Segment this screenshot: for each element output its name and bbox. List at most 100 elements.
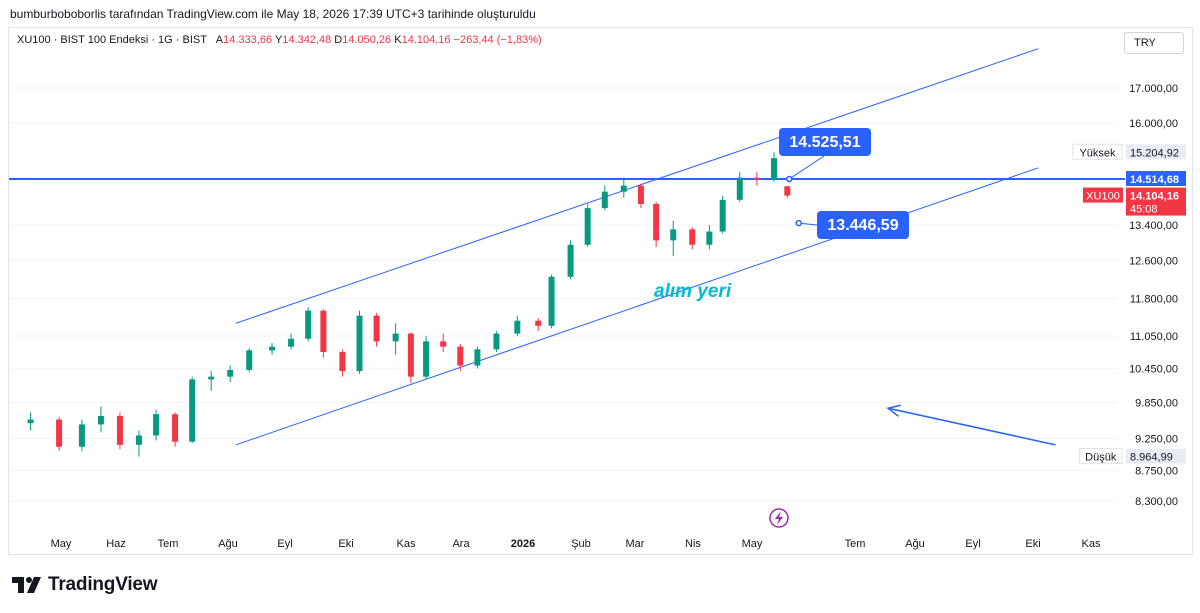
candle: [719, 195, 726, 234]
candle: [246, 348, 253, 373]
price-tag-label: XU100: [1086, 191, 1120, 203]
tradingview-logo[interactable]: TradingView: [12, 574, 158, 596]
candle-body: [493, 333, 500, 350]
candle-body: [407, 333, 414, 377]
candle-body: [637, 185, 644, 204]
candle-body: [153, 414, 160, 436]
arrow-shaft: [887, 407, 1056, 446]
x-tick-label: Haz: [106, 538, 126, 550]
candle-body: [227, 369, 234, 377]
x-tick-label: 2026: [511, 538, 535, 550]
arrow-head: [886, 404, 901, 417]
candle-body: [135, 435, 142, 445]
chart-frame[interactable]: [8, 27, 1193, 555]
candle-body: [440, 341, 447, 347]
price-tag: Düşük 8.964,99: [1079, 448, 1186, 465]
currency-button[interactable]: TRY: [1124, 32, 1184, 54]
candle: [78, 419, 85, 452]
tradingview-logo-icon: [12, 577, 41, 593]
y-tick-label: 9.850,00: [1135, 397, 1178, 409]
candle: [116, 412, 123, 450]
y-tick-label: 8.750,00: [1135, 466, 1178, 478]
x-tick-label: Nis: [685, 538, 701, 550]
candle: [27, 412, 34, 431]
candle-body: [535, 320, 542, 326]
candle-body: [784, 186, 791, 196]
candle-body: [320, 310, 327, 353]
candle-body: [305, 310, 312, 339]
candle: [637, 183, 644, 209]
x-tick-label: May: [742, 538, 763, 550]
candle-body: [356, 315, 363, 372]
candle-body: [189, 379, 196, 442]
candle: [689, 227, 696, 250]
y-tick-label: 8.300,00: [1135, 496, 1178, 508]
candle: [706, 225, 713, 250]
candle-body: [670, 229, 677, 241]
price-callouts: 14.525,51 13.446,59: [779, 128, 909, 239]
y-tick-label: 10.450,00: [1129, 363, 1178, 375]
candle: [373, 313, 380, 347]
price-tag-value: 15.204,92: [1130, 147, 1179, 159]
candle: [670, 220, 677, 256]
legend-high-label: Y: [274, 34, 283, 46]
candle-body: [771, 158, 778, 180]
candle: [172, 412, 179, 447]
price-tag-value-box: [1126, 448, 1186, 464]
candle: [753, 171, 760, 186]
callout-text: 13.446,59: [827, 217, 898, 234]
x-tick-label: Ağu: [905, 538, 925, 550]
tradingview-wordmark: TradingView: [48, 574, 158, 595]
price-tag-label-box: [1079, 448, 1123, 465]
candle: [227, 365, 234, 383]
x-tick-label: Tem: [158, 538, 179, 550]
price-callout: 14.525,51: [779, 128, 871, 183]
candle: [339, 349, 346, 377]
price-callout: 13.446,59: [795, 211, 909, 239]
symbol-legend: XU100 · BIST 100 Endeksi · 1G · BIST A14…: [17, 34, 542, 46]
candle-body: [56, 419, 63, 447]
price-tag-value: 14.514,68: [1130, 174, 1179, 186]
y-axis: 8.300,00 8.750,00 9.250,00 9.850,00 10.450,0…: [1129, 83, 1178, 508]
candle-body: [269, 346, 276, 351]
price-tag-label: Düşük: [1085, 452, 1117, 464]
candle-body: [653, 203, 660, 241]
callout-anchor: [795, 219, 802, 227]
candle: [440, 333, 447, 353]
candle-body: [339, 352, 346, 372]
x-tick-label: Şub: [571, 538, 591, 550]
annotation-alim-yeri: alım yeri: [654, 281, 732, 302]
x-tick-label: Eki: [338, 538, 353, 550]
candle: [423, 336, 430, 380]
candle-body: [27, 419, 34, 424]
channel-lower-line: [235, 167, 1039, 446]
candle-body: [474, 349, 481, 366]
candle-body: [208, 376, 215, 380]
candle: [407, 332, 414, 384]
legend-close-label: K: [394, 34, 402, 46]
arrow-drawing: [886, 404, 1056, 446]
candle-body: [719, 199, 726, 232]
price-tag-label-box: [1083, 187, 1123, 203]
y-tick-label: 11.050,00: [1130, 331, 1178, 343]
candle: [288, 333, 295, 350]
legend-symbol: XU100 · BIST 100 Endeksi · 1G · BIST: [17, 34, 207, 46]
candle: [97, 406, 104, 433]
legend-high: 14.342,48: [282, 34, 332, 46]
price-tags: Yüksek 15.204,92 14.514,68 XU100 14.104,1645…: [1072, 143, 1186, 465]
y-tick-label: 13.400,00: [1129, 220, 1178, 232]
x-tick-label: May: [51, 538, 72, 550]
candle: [620, 177, 627, 198]
price-tag-label-box: [1072, 143, 1123, 160]
candle-body: [97, 415, 104, 425]
callout-box: [779, 128, 871, 156]
candle-body: [392, 333, 399, 342]
candle: [653, 201, 660, 247]
candle: [457, 344, 464, 372]
candle: [269, 342, 276, 355]
candle-body: [567, 244, 574, 277]
candle: [189, 376, 196, 443]
y-tick-label: 17.000,00: [1129, 83, 1178, 95]
candle-body: [548, 276, 555, 326]
